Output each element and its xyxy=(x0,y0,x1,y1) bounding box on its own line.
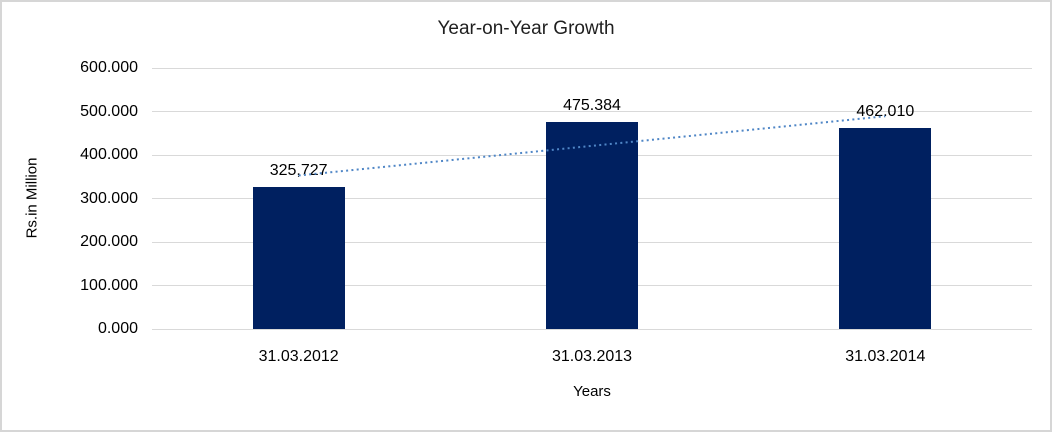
y-tick-label: 600.000 xyxy=(80,59,138,76)
chart-title: Year-on-Year Growth xyxy=(437,18,615,39)
bar xyxy=(252,187,345,329)
y-tick-label: 100.000 xyxy=(80,276,138,294)
bar xyxy=(839,128,932,329)
bar xyxy=(546,122,638,329)
x-tick-label: 31.03.2013 xyxy=(551,348,633,365)
y-tick-label: 400.000 xyxy=(80,146,138,163)
y-tick-label: 0.000 xyxy=(97,320,138,337)
gridline xyxy=(152,67,1032,69)
y-tick-label: 500.000 xyxy=(80,102,138,120)
y-tick-label: 200.000 xyxy=(80,233,138,250)
bar-value-label: 325,727 xyxy=(269,162,328,180)
x-tick-label: 31.03.2012 xyxy=(258,348,339,365)
x-axis-title: Years xyxy=(573,383,611,400)
gridline xyxy=(152,111,1032,112)
bar-value-label: 462.010 xyxy=(856,103,915,121)
y-tick-label: 300.000 xyxy=(80,189,138,207)
x-tick-label: 31.03.2014 xyxy=(845,348,926,365)
bar-value-label: 475.384 xyxy=(563,97,621,115)
gridline xyxy=(152,328,1032,330)
